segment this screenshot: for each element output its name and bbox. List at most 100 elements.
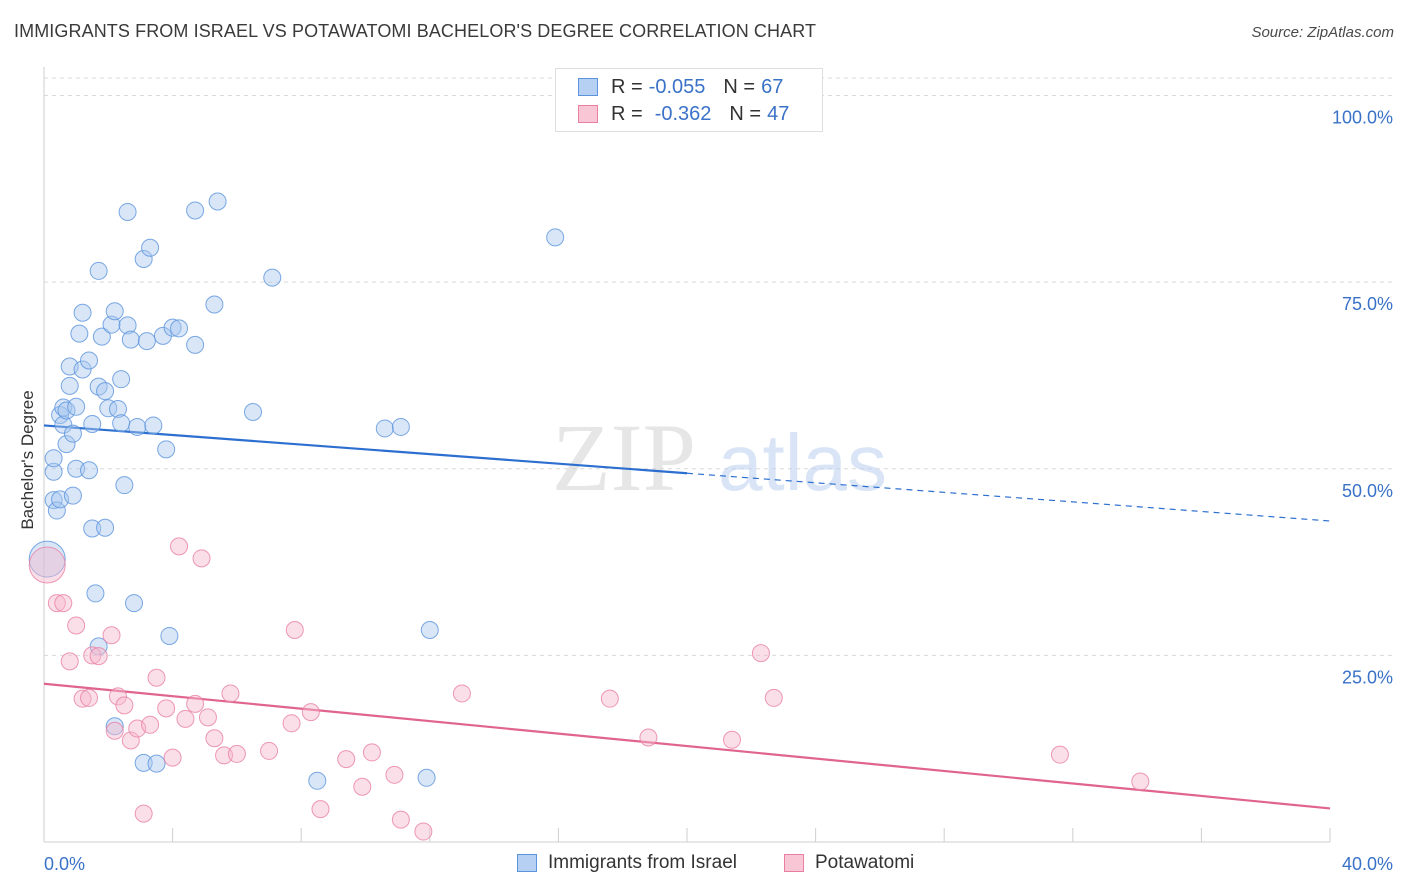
potawatomi-point [80, 688, 99, 707]
potawatomi-point [452, 684, 471, 703]
legend-r-value: -0.362 [654, 102, 712, 125]
potawatomi-point [121, 731, 140, 750]
israel-point [92, 327, 111, 346]
legend-row-israel: R = -0.055 N = 67 [578, 76, 783, 98]
potawatomi-point [186, 694, 205, 713]
israel-point [420, 620, 439, 639]
potawatomi-point [83, 646, 102, 665]
bottom-legend-swatch-blue [517, 854, 537, 872]
potawatomi-point [67, 616, 86, 635]
israel-point [102, 315, 121, 334]
bottom-legend-potawatomi[interactable]: Potawatomi [784, 852, 914, 874]
potawatomi-point [285, 620, 304, 639]
israel-point [28, 540, 66, 578]
israel-point [391, 417, 410, 436]
potawatomi-trendline [43, 682, 1331, 810]
israel-point [70, 324, 89, 343]
potawatomi-point [1050, 745, 1069, 764]
potawatomi-point [115, 696, 134, 715]
potawatomi-point [723, 730, 742, 749]
israel-point [128, 417, 147, 436]
legend-swatch-blue [578, 78, 598, 96]
potawatomi-point [260, 741, 279, 760]
watermark-atlas: atlas [718, 418, 887, 507]
israel-point [47, 501, 66, 520]
legend-swatch-pink [578, 105, 598, 123]
potawatomi-point [163, 748, 182, 767]
israel-point [208, 192, 227, 211]
potawatomi-point [176, 709, 195, 728]
israel-point [118, 316, 137, 335]
y-tick-label: 100.0% [1332, 108, 1393, 128]
israel-point [141, 238, 160, 257]
israel-point [115, 476, 134, 495]
potawatomi-point [337, 750, 356, 769]
israel-point [67, 397, 86, 416]
israel-point [170, 319, 189, 338]
israel-point [63, 486, 82, 505]
potawatomi-point [414, 822, 433, 841]
israel-point [134, 753, 153, 772]
israel-point [147, 754, 166, 773]
israel-point [73, 303, 92, 322]
israel-point [118, 202, 137, 221]
bottom-legend-swatch-pink [784, 854, 804, 872]
israel-point [83, 414, 102, 433]
israel-point [57, 435, 76, 454]
israel-point [96, 518, 115, 537]
legend-n-value: 67 [761, 75, 784, 98]
potawatomi-point [311, 800, 330, 819]
israel-point [73, 360, 92, 379]
potawatomi-point [362, 743, 381, 762]
israel-point [54, 398, 73, 417]
potawatomi-point [764, 688, 783, 707]
potawatomi-point [170, 537, 189, 556]
potawatomi-point [215, 746, 234, 765]
potawatomi-point [28, 546, 66, 584]
israel-point [44, 491, 63, 510]
potawatomi-point [47, 594, 66, 613]
potawatomi-point [227, 744, 246, 763]
potawatomi-point [301, 703, 320, 722]
y-axis-label: Bachelor's Degree [18, 390, 37, 530]
y-tick-label: 75.0% [1342, 294, 1393, 314]
potawatomi-point [108, 687, 127, 706]
potawatomi-point [105, 721, 124, 740]
potawatomi-point [134, 804, 153, 823]
israel-point [125, 594, 144, 613]
israel-point [108, 400, 127, 419]
x-tick-label-max: 40.0% [1342, 854, 1393, 874]
watermark-zip: ZIP [552, 404, 696, 511]
israel-point [99, 399, 118, 418]
potawatomi-point [639, 728, 658, 747]
israel-point [80, 461, 99, 480]
israel-point [67, 459, 86, 478]
potawatomi-point [102, 626, 121, 645]
legend-r-label: R = [611, 75, 643, 98]
israel-point [80, 351, 99, 370]
potawatomi-point [353, 777, 372, 796]
source-label: Source: ZipAtlas.com [1251, 24, 1394, 41]
potawatomi-point [54, 594, 73, 613]
legend-n-value: 47 [767, 102, 790, 125]
israel-point [112, 414, 131, 433]
israel-trendline-extension [686, 472, 1331, 522]
legend-n-label: N = [729, 102, 762, 125]
chart-title: IMMIGRANTS FROM ISRAEL VS POTAWATOMI BAC… [14, 21, 817, 41]
bottom-legend-israel[interactable]: Immigrants from Israel [517, 852, 737, 874]
israel-point [308, 771, 327, 790]
potawatomi-point [141, 715, 160, 734]
bottom-legend-label: Immigrants from Israel [548, 852, 737, 873]
potawatomi-point [147, 668, 166, 687]
legend-r-value: -0.055 [648, 75, 706, 98]
potawatomi-point [751, 644, 770, 663]
potawatomi-point [89, 647, 108, 666]
potawatomi-point [73, 689, 92, 708]
israel-point [375, 419, 394, 438]
legend-row-potawatomi: R = -0.362 N = 47 [578, 103, 789, 125]
potawatomi-point [205, 729, 224, 748]
potawatomi-point [282, 714, 301, 733]
israel-point [160, 626, 179, 645]
x-tick-label-min: 0.0% [44, 854, 85, 874]
